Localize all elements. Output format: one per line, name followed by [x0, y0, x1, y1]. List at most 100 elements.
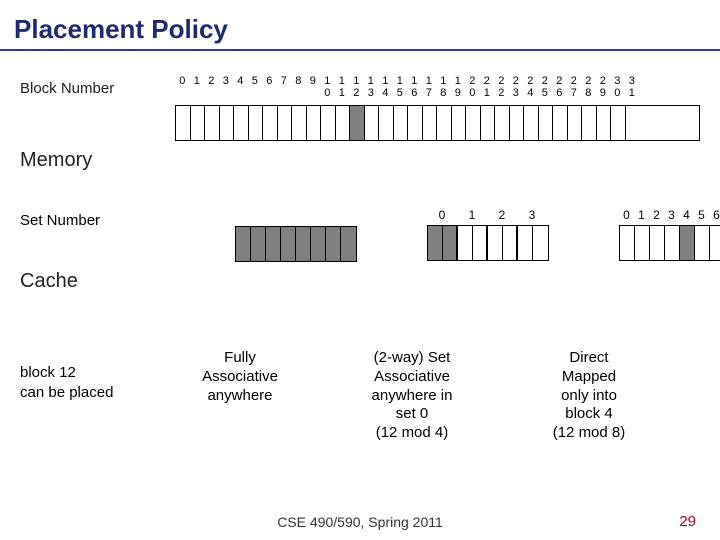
- mem-cell: [321, 106, 336, 140]
- mem-num-col: 8: [291, 75, 306, 99]
- cache-bar-direct: [619, 225, 720, 261]
- mem-cell: [176, 106, 191, 140]
- memory-numbers: 0123456789101112131415161718192021222324…: [175, 75, 639, 99]
- mem-num-col: 10: [320, 75, 335, 99]
- mem-cell: [582, 106, 597, 140]
- cache-cell: [443, 226, 458, 260]
- mem-cell: [568, 106, 583, 140]
- mem-num-col: 31: [625, 75, 640, 99]
- cache-cell: [680, 226, 695, 260]
- cache-cell: [488, 226, 503, 260]
- set-label-digit: 4: [679, 208, 694, 222]
- mem-cell: [263, 106, 278, 140]
- cache-direct: 01234567: [619, 208, 720, 262]
- cache-cell: [266, 227, 281, 261]
- cache-bar-set2: [427, 225, 549, 261]
- mem-cell: [423, 106, 438, 140]
- memory-label: Memory: [20, 141, 175, 178]
- set-label-digit: 5: [694, 208, 709, 222]
- cache-groups: 0123 01234567: [235, 208, 720, 262]
- mem-num-col: 24: [523, 75, 538, 99]
- cache-cell: [695, 226, 710, 260]
- mem-num-col: 20: [465, 75, 480, 99]
- set-label-digit: 1: [457, 208, 487, 222]
- mem-cell: [597, 106, 612, 140]
- mem-cell: [292, 106, 307, 140]
- mem-num-col: 11: [335, 75, 350, 99]
- mem-num-col: 28: [581, 75, 596, 99]
- mem-num-col: 26: [552, 75, 567, 99]
- mem-cell: [481, 106, 496, 140]
- cache-cell: [620, 226, 635, 260]
- cache-cell: [503, 226, 518, 260]
- mem-num-col: 9: [306, 75, 321, 99]
- block-number-row: Block Number 012345678910111213141516171…: [20, 75, 700, 99]
- mem-num-col: 27: [567, 75, 582, 99]
- mem-cell: [626, 106, 641, 140]
- mem-num-col: 12: [349, 75, 364, 99]
- set-nums-set2: 0123: [427, 208, 547, 222]
- mem-num-col: 19: [451, 75, 466, 99]
- mem-cell: [437, 106, 452, 140]
- mem-cell: [336, 106, 351, 140]
- mem-num-col: 17: [422, 75, 437, 99]
- cache-set2: 0123: [427, 208, 549, 262]
- mem-num-col: 4: [233, 75, 248, 99]
- mem-cell: [220, 106, 235, 140]
- mem-cell: [553, 106, 568, 140]
- set-label-digit: 6: [709, 208, 720, 222]
- mem-num-col: 13: [364, 75, 379, 99]
- mem-cell: [510, 106, 525, 140]
- place-label: block 12 can be placed: [20, 349, 170, 402]
- page-number: 29: [679, 513, 696, 530]
- set-label-digit: 2: [649, 208, 664, 222]
- cache-cell: [635, 226, 650, 260]
- mem-num-col: 6: [262, 75, 277, 99]
- mem-num-col: 1: [190, 75, 205, 99]
- set-row: Set Number 0123 01234567: [20, 208, 700, 262]
- mem-cell: [278, 106, 293, 140]
- mem-num-col: 15: [393, 75, 408, 99]
- cache-cell: [281, 227, 296, 261]
- set-label-digit: 3: [664, 208, 679, 222]
- mem-num-col: 29: [596, 75, 611, 99]
- set-label-digit: 0: [619, 208, 634, 222]
- mem-num-col: 14: [378, 75, 393, 99]
- mem-num-col: 30: [610, 75, 625, 99]
- mem-num-col: 7: [277, 75, 292, 99]
- set-label-digit: 1: [634, 208, 649, 222]
- cache-cell: [473, 226, 488, 260]
- mem-num-col: 2: [204, 75, 219, 99]
- page-title: Placement Policy: [0, 0, 720, 47]
- cache-cell: [518, 226, 533, 260]
- cache-cell: [236, 227, 251, 261]
- mem-num-col: 21: [480, 75, 495, 99]
- description-row: block 12 can be placed Fully Associative…: [20, 349, 700, 443]
- mem-cell: [408, 106, 423, 140]
- mem-cell: [191, 106, 206, 140]
- mem-num-col: 18: [436, 75, 451, 99]
- desc-fully: Fully Associative anywhere: [170, 349, 310, 443]
- cache-label: Cache: [20, 262, 175, 299]
- mem-cell: [466, 106, 481, 140]
- mem-num-col: 5: [248, 75, 263, 99]
- mem-cell: [350, 106, 365, 140]
- set-label-digit: 3: [517, 208, 547, 222]
- mem-cell: [611, 106, 626, 140]
- set-label-digit: 2: [487, 208, 517, 222]
- mem-num-col: 0: [175, 75, 190, 99]
- cache-cell: [665, 226, 680, 260]
- mem-cell: [524, 106, 539, 140]
- mem-cell: [365, 106, 380, 140]
- mem-num-col: 16: [407, 75, 422, 99]
- set-number-label: Set Number: [20, 208, 175, 262]
- mem-cell: [249, 106, 264, 140]
- mem-cell: [234, 106, 249, 140]
- memory-bar: [175, 105, 700, 141]
- cache-cell: [296, 227, 311, 261]
- mem-cell: [539, 106, 554, 140]
- cache-cell: [326, 227, 341, 261]
- footer: CSE 490/590, Spring 2011: [0, 514, 720, 530]
- set-label-digit: 0: [427, 208, 457, 222]
- mem-num-col: 3: [219, 75, 234, 99]
